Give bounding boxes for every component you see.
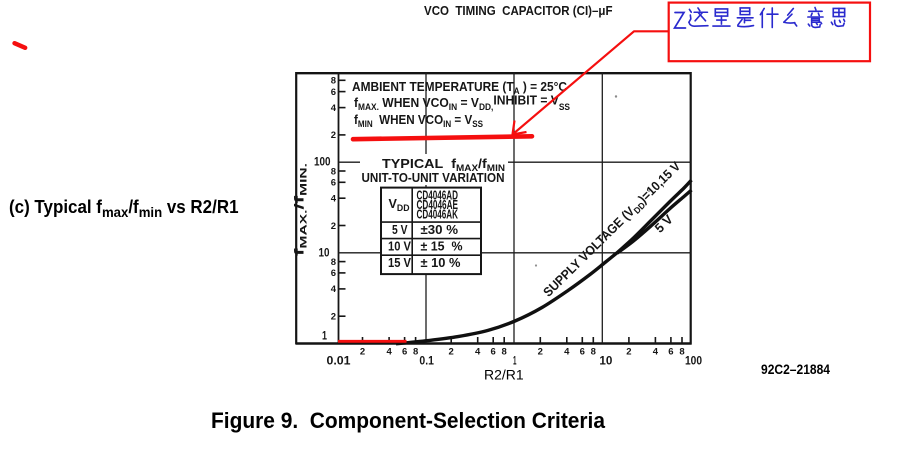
svg-text:4: 4 — [331, 284, 337, 295]
svg-text:2: 2 — [360, 347, 365, 358]
svg-text:CD4046AE: CD4046AE — [417, 197, 459, 212]
svg-text:8: 8 — [502, 347, 507, 358]
svg-text:2: 2 — [331, 312, 336, 323]
svg-text:±30 %: ±30 % — [421, 222, 459, 237]
svg-text:8: 8 — [331, 76, 336, 87]
svg-text:0.1: 0.1 — [419, 356, 434, 368]
svg-text:6: 6 — [402, 347, 407, 358]
svg-text:VCO TIMING CAPACITOR (CI)–μF: VCO TIMING CAPACITOR (CI)–μF — [424, 3, 613, 18]
svg-text:4: 4 — [475, 347, 481, 358]
svg-text:4: 4 — [386, 347, 392, 358]
svg-text:10 V: 10 V — [388, 239, 411, 254]
svg-text:10: 10 — [319, 247, 330, 259]
svg-text:R2/R1: R2/R1 — [484, 367, 524, 383]
svg-text:Figure 9. Component-Selection: Figure 9. Component-Selection Criteria — [211, 408, 606, 433]
svg-text:5 V: 5 V — [392, 222, 408, 237]
svg-text:4: 4 — [653, 347, 659, 358]
svg-text:6: 6 — [331, 268, 336, 279]
svg-text:4: 4 — [331, 194, 337, 205]
svg-text:4: 4 — [331, 103, 337, 114]
svg-text:2: 2 — [331, 221, 336, 232]
svg-text:8: 8 — [331, 257, 336, 268]
svg-text:10: 10 — [599, 356, 612, 368]
svg-text:6: 6 — [580, 347, 585, 358]
svg-text:UNIT-TO-UNIT VARIATION: UNIT-TO-UNIT VARIATION — [362, 170, 505, 185]
svg-text:6: 6 — [668, 347, 673, 358]
svg-text:fMIN WHEN VCOIN = VSS: fMIN WHEN VCOIN = VSS — [354, 112, 483, 129]
svg-text:100: 100 — [685, 356, 702, 368]
svg-text:± 15 %: ± 15 % — [421, 239, 463, 254]
svg-text:8: 8 — [331, 166, 336, 177]
svg-text:15 V: 15 V — [388, 255, 411, 270]
svg-text:(c) Typical fmax/fmin vs R2/R1: (c) Typical fmax/fmin vs R2/R1 — [9, 197, 239, 220]
svg-text:1: 1 — [513, 356, 517, 368]
svg-text:92C2–21884: 92C2–21884 — [761, 361, 830, 377]
svg-text:8: 8 — [679, 347, 684, 358]
svg-text:fMAX. WHEN VCOIN = VDD,INHIBIT: fMAX. WHEN VCOIN = VDD,INHIBIT = VSS — [354, 93, 570, 113]
svg-text:2: 2 — [331, 130, 336, 141]
svg-text:6: 6 — [491, 347, 496, 358]
svg-text:8: 8 — [591, 347, 596, 358]
svg-text:1: 1 — [322, 331, 327, 343]
svg-text:100: 100 — [314, 157, 331, 169]
svg-text:2: 2 — [538, 347, 543, 358]
svg-text:2: 2 — [449, 347, 454, 358]
svg-text:4: 4 — [564, 347, 570, 358]
svg-text:± 10 %: ± 10 % — [421, 255, 461, 270]
svg-text:0.01: 0.01 — [327, 356, 352, 368]
svg-text:2: 2 — [626, 347, 631, 358]
svg-text:6: 6 — [331, 87, 336, 98]
svg-text:6: 6 — [331, 178, 336, 189]
svg-text:CD4046AD: CD4046AD — [417, 188, 459, 203]
svg-text:CD4046AK: CD4046AK — [417, 207, 459, 222]
svg-text:8: 8 — [413, 347, 418, 358]
